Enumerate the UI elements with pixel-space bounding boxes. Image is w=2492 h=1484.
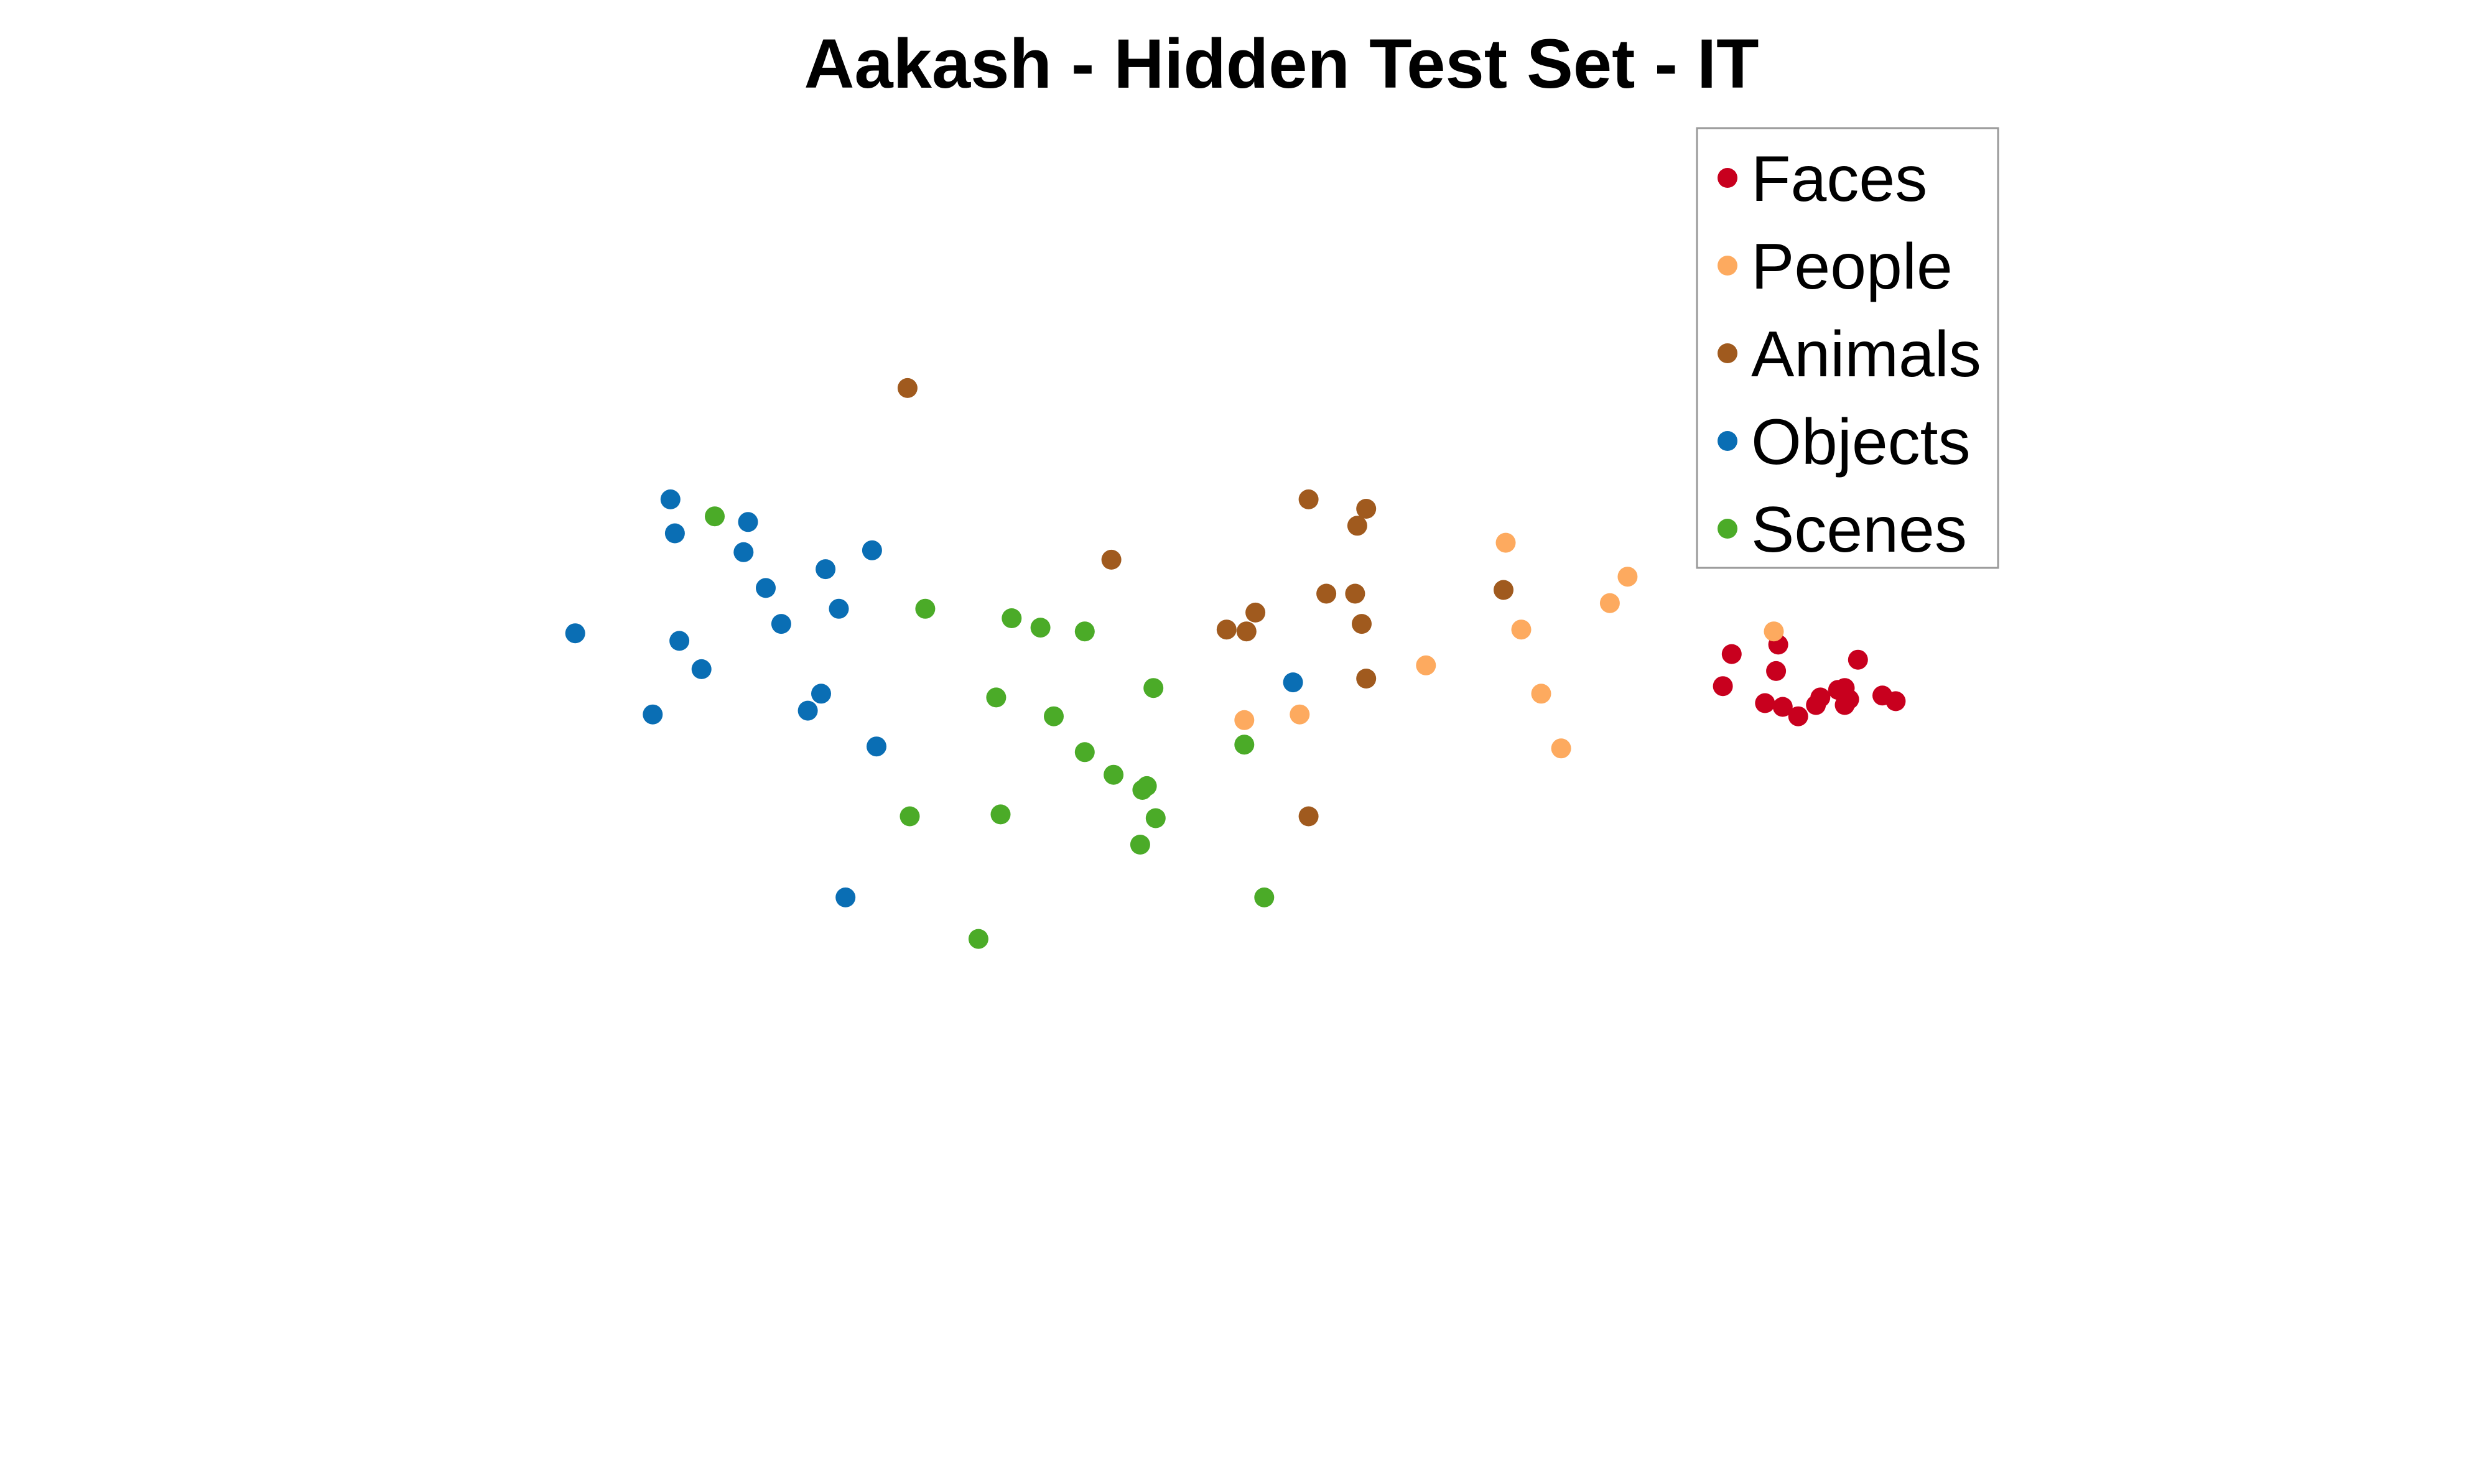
legend-marker-faces (1718, 168, 1737, 188)
series-scenes (705, 506, 1275, 949)
point-objects-2 (660, 489, 681, 509)
point-scenes-7 (1030, 618, 1051, 638)
point-scenes-3 (968, 929, 988, 949)
point-objects-16 (867, 736, 886, 757)
point-animals-10 (1356, 499, 1377, 519)
point-animals-1 (1101, 549, 1122, 570)
chart-title: Aakash - Hidden Test Set - IT (804, 25, 1759, 103)
legend-label-animals: Animals (1751, 318, 1981, 391)
legend-label-objects: Objects (1751, 406, 1971, 478)
point-scenes-17 (1234, 735, 1255, 755)
point-scenes-5 (990, 804, 1011, 825)
point-objects-17 (1283, 672, 1303, 693)
point-people-6 (1617, 567, 1638, 587)
point-animals-6 (1316, 583, 1337, 604)
point-faces-13 (1848, 649, 1868, 670)
point-people-3 (1531, 684, 1551, 704)
point-objects-14 (835, 887, 856, 907)
point-scenes-11 (1104, 764, 1124, 785)
legend-label-people: People (1751, 231, 1953, 303)
point-objects-3 (664, 523, 685, 544)
series-faces (1713, 634, 1906, 726)
point-faces-1 (1721, 644, 1742, 664)
legend-box (1696, 127, 1999, 569)
point-objects-6 (733, 542, 754, 562)
series-animals (897, 378, 1513, 827)
point-objects-0 (565, 623, 585, 644)
point-people-9 (1234, 710, 1255, 730)
point-faces-6 (1788, 706, 1808, 726)
point-people-4 (1551, 738, 1571, 759)
point-faces-4 (1755, 693, 1775, 713)
point-objects-1 (643, 704, 663, 725)
point-scenes-14 (1137, 776, 1157, 796)
point-objects-11 (811, 684, 831, 704)
point-animals-2 (1216, 619, 1237, 640)
point-scenes-12 (1130, 835, 1150, 855)
point-animals-9 (1352, 614, 1372, 634)
point-animals-7 (1345, 583, 1365, 604)
legend-marker-scenes (1718, 519, 1737, 539)
point-faces-3 (1766, 661, 1787, 681)
point-animals-11 (1356, 669, 1377, 689)
point-people-7 (1764, 621, 1784, 642)
plot-area (565, 378, 1906, 949)
point-objects-10 (797, 700, 818, 721)
point-animals-3 (1236, 621, 1257, 642)
legend-marker-people (1718, 256, 1737, 276)
point-scenes-1 (900, 806, 920, 827)
point-faces-12 (1839, 689, 1859, 710)
point-scenes-15 (1143, 678, 1164, 698)
legend-marker-objects (1718, 431, 1737, 451)
legend-marker-animals (1718, 343, 1737, 363)
point-scenes-18 (1254, 887, 1275, 907)
legend-label-faces: Faces (1751, 143, 1927, 215)
point-animals-4 (1245, 602, 1266, 623)
point-scenes-0 (705, 506, 725, 527)
point-scenes-4 (986, 687, 1007, 708)
point-faces-8 (1810, 687, 1831, 708)
point-objects-8 (756, 578, 776, 598)
point-objects-9 (771, 614, 791, 634)
point-animals-0 (897, 378, 918, 398)
legend-label-scenes: Scenes (1751, 494, 1967, 566)
point-people-5 (1599, 593, 1620, 613)
point-people-0 (1416, 655, 1436, 675)
point-objects-4 (669, 631, 690, 651)
point-objects-5 (691, 659, 712, 679)
point-scenes-2 (915, 598, 936, 619)
point-people-10 (1290, 704, 1310, 725)
point-faces-15 (1885, 691, 1906, 712)
point-animals-12 (1494, 580, 1513, 600)
point-faces-0 (1713, 676, 1733, 697)
point-people-2 (1511, 619, 1532, 640)
point-animals-8 (1347, 516, 1367, 536)
point-scenes-6 (1002, 608, 1022, 628)
point-objects-15 (862, 540, 882, 560)
legend: Faces People Animals Objects Scenes (1696, 127, 1999, 569)
point-faces-5 (1772, 697, 1793, 717)
point-animals-5 (1298, 489, 1319, 509)
point-objects-12 (816, 559, 836, 580)
point-scenes-8 (1044, 706, 1064, 726)
point-scenes-10 (1074, 621, 1095, 642)
point-scenes-16 (1145, 808, 1166, 828)
point-people-1 (1495, 532, 1516, 553)
point-animals-13 (1298, 806, 1319, 827)
point-scenes-9 (1074, 742, 1095, 763)
point-objects-7 (738, 512, 758, 532)
point-objects-13 (829, 598, 849, 619)
series-objects (565, 489, 1303, 907)
